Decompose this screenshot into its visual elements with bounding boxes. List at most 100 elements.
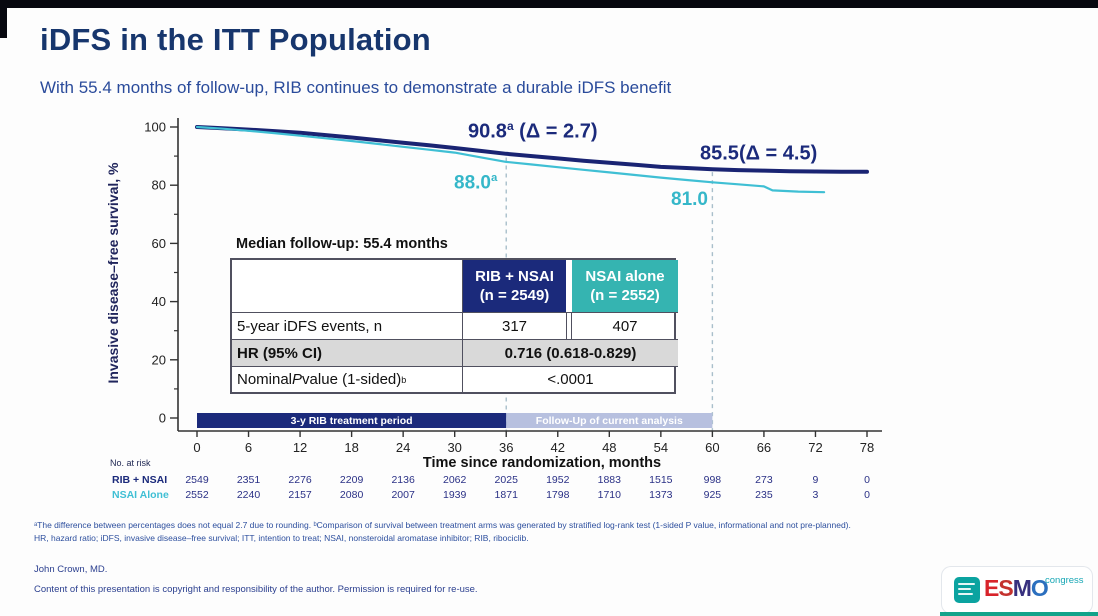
esmo-badge-icon bbox=[954, 577, 980, 603]
row-events-rib-value: 317 bbox=[462, 312, 566, 339]
footnote-line2: HR, hazard ratio; iDFS, invasive disease… bbox=[34, 533, 529, 543]
row-pvalue-label: Nominal P value (1-sided) b bbox=[232, 366, 462, 392]
esmo-letter-o: O bbox=[1030, 575, 1049, 601]
svg-text:2025: 2025 bbox=[495, 474, 519, 486]
svg-text:2136: 2136 bbox=[391, 474, 415, 486]
annotation-nsai-60mo: 81.0 bbox=[671, 189, 708, 211]
svg-text:1373: 1373 bbox=[649, 489, 673, 501]
svg-text:Follow-Up of current analysis: Follow-Up of current analysis bbox=[536, 415, 683, 427]
svg-text:0: 0 bbox=[864, 489, 870, 501]
rib-36-delta: (Δ = 2.7) bbox=[513, 120, 598, 143]
rib-36-value: 90.8 bbox=[468, 120, 507, 143]
svg-text:2240: 2240 bbox=[237, 489, 261, 501]
table-header-empty-cell bbox=[232, 260, 462, 312]
summary-table: RIB + NSAI (n = 2549) NSAI alone (n = 25… bbox=[230, 258, 678, 394]
svg-text:12: 12 bbox=[293, 440, 307, 455]
svg-text:1952: 1952 bbox=[546, 474, 570, 486]
rib-60-value: 85.5 bbox=[700, 142, 739, 165]
row-events-gap bbox=[566, 312, 572, 339]
row-events-label: 5-year iDFS events, n bbox=[232, 312, 462, 339]
svg-text:2351: 2351 bbox=[237, 474, 261, 486]
svg-text:72: 72 bbox=[808, 440, 822, 455]
svg-text:2062: 2062 bbox=[443, 474, 467, 486]
svg-text:1798: 1798 bbox=[546, 489, 570, 501]
svg-text:1710: 1710 bbox=[598, 489, 622, 501]
svg-text:1883: 1883 bbox=[598, 474, 622, 486]
esmo-letter-e: E bbox=[984, 575, 999, 601]
svg-text:NSAI Alone: NSAI Alone bbox=[112, 489, 169, 501]
row-hr-label: HR (95% CI) bbox=[232, 339, 462, 366]
svg-text:2080: 2080 bbox=[340, 489, 364, 501]
svg-text:0: 0 bbox=[864, 474, 870, 486]
median-follow-up-note: Median follow-up: 55.4 months bbox=[236, 236, 448, 252]
svg-text:2209: 2209 bbox=[340, 474, 364, 486]
annotation-rib-36mo: 90.8a (Δ = 2.7) bbox=[468, 119, 597, 144]
nsai-header-line2: (n = 2552) bbox=[590, 287, 660, 304]
author-name: John Crown, MD. bbox=[34, 564, 108, 575]
svg-text:36: 36 bbox=[499, 440, 513, 455]
col-header-nsai-alone: NSAI alone (n = 2552) bbox=[572, 260, 678, 312]
svg-text:20: 20 bbox=[152, 352, 166, 367]
rib-36-sup: a bbox=[506, 119, 514, 133]
pvalue-label-italic-p: P bbox=[292, 371, 303, 388]
svg-text:No. at risk: No. at risk bbox=[110, 458, 151, 468]
col-header-rib-nsai: RIB + NSAI (n = 2549) bbox=[462, 260, 566, 312]
pvalue-label-sup: b bbox=[401, 374, 407, 385]
nsai-header-line1: NSAI alone bbox=[585, 267, 665, 285]
svg-text:60: 60 bbox=[152, 236, 166, 251]
annotation-nsai-36mo: 88.0a bbox=[454, 172, 497, 194]
svg-text:RIB + NSAI: RIB + NSAI bbox=[112, 474, 167, 486]
svg-text:Time since randomization, mont: Time since randomization, months bbox=[423, 455, 661, 471]
svg-text:0: 0 bbox=[159, 411, 166, 426]
svg-text:24: 24 bbox=[396, 440, 410, 455]
row-hr-value: 0.716 (0.618-0.829) bbox=[462, 339, 678, 366]
copyright-notice: Content of this presentation is copyrigh… bbox=[34, 584, 478, 595]
rib-60-delta: (Δ = 4.5) bbox=[738, 142, 818, 165]
svg-text:6: 6 bbox=[245, 440, 252, 455]
svg-text:2007: 2007 bbox=[391, 489, 415, 501]
nsai-60-value: 81.0 bbox=[671, 189, 708, 210]
svg-text:9: 9 bbox=[813, 474, 819, 486]
row-pvalue-value: <.0001 bbox=[462, 366, 678, 392]
rib-header-line1: RIB + NSAI bbox=[475, 267, 554, 285]
svg-text:80: 80 bbox=[152, 178, 166, 193]
svg-text:2552: 2552 bbox=[185, 489, 209, 501]
svg-text:273: 273 bbox=[755, 474, 773, 486]
svg-text:66: 66 bbox=[757, 440, 771, 455]
rib-header-line2: (n = 2549) bbox=[479, 287, 550, 304]
svg-text:1515: 1515 bbox=[649, 474, 673, 486]
esmo-letter-m: M bbox=[1012, 575, 1032, 601]
svg-text:1871: 1871 bbox=[495, 489, 519, 501]
pvalue-label-post: value (1-sided) bbox=[302, 371, 402, 388]
svg-text:42: 42 bbox=[551, 440, 565, 455]
nsai-36-value: 88.0 bbox=[454, 172, 491, 194]
svg-text:235: 235 bbox=[755, 489, 773, 501]
esmo-congress-logo: ESMO congress bbox=[942, 567, 1092, 613]
footnote-line1: ᵃThe difference between percentages does… bbox=[34, 520, 851, 530]
esmo-congress-label: congress bbox=[1045, 575, 1084, 586]
svg-text:0: 0 bbox=[193, 440, 200, 455]
svg-text:925: 925 bbox=[704, 489, 722, 501]
esmo-logo-letters: ESMO bbox=[984, 575, 1049, 602]
svg-text:60: 60 bbox=[705, 440, 719, 455]
bottom-edge-accent bbox=[940, 612, 1098, 616]
svg-text:40: 40 bbox=[152, 294, 166, 309]
slide-subtitle: With 55.4 months of follow-up, RIB conti… bbox=[40, 78, 672, 97]
svg-text:3: 3 bbox=[813, 489, 819, 501]
svg-text:2276: 2276 bbox=[288, 474, 312, 486]
svg-text:998: 998 bbox=[704, 474, 722, 486]
svg-text:18: 18 bbox=[344, 440, 358, 455]
video-frame-left-notch bbox=[0, 0, 7, 38]
svg-text:100: 100 bbox=[144, 120, 166, 135]
svg-text:54: 54 bbox=[654, 440, 668, 455]
svg-text:30: 30 bbox=[447, 440, 461, 455]
video-frame-top-bar bbox=[0, 0, 1098, 8]
svg-text:2549: 2549 bbox=[185, 474, 209, 486]
svg-text:1939: 1939 bbox=[443, 489, 467, 501]
svg-text:48: 48 bbox=[602, 440, 616, 455]
pvalue-label-pre: Nominal bbox=[237, 371, 293, 388]
slide-title: iDFS in the ITT Population bbox=[40, 22, 431, 57]
esmo-letter-s: S bbox=[998, 575, 1013, 601]
row-events-nsai-value: 407 bbox=[572, 312, 678, 339]
